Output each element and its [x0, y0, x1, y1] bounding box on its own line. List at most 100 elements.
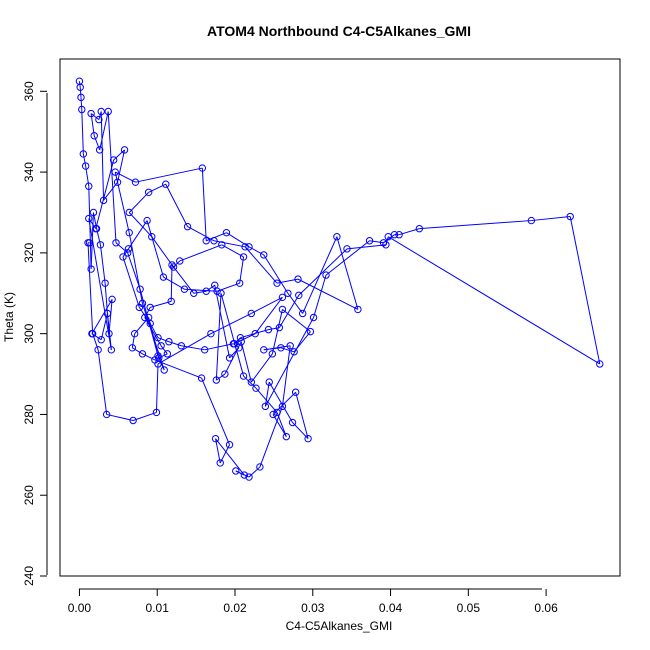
data-point [217, 289, 225, 297]
data-point [221, 370, 229, 378]
data-point [225, 441, 234, 449]
data-point [245, 243, 253, 251]
data-point [104, 107, 112, 116]
series-segment [100, 313, 108, 340]
series-segment [158, 353, 168, 359]
series-segment [132, 411, 157, 421]
data-point [152, 408, 161, 417]
data-point [180, 285, 189, 293]
series-segment [264, 317, 314, 407]
y-tick-label: 280 [22, 404, 36, 424]
series-segment [155, 363, 159, 413]
series-segment [278, 295, 300, 328]
data-point [304, 434, 312, 443]
data-point [96, 241, 105, 249]
series-segment [313, 274, 327, 318]
data-point [207, 329, 215, 338]
series-points [75, 77, 604, 481]
series-segment [148, 317, 160, 359]
series-segment [204, 343, 234, 351]
data-point [230, 340, 238, 348]
data-point [165, 338, 173, 346]
series-segment [135, 167, 203, 183]
data-point [252, 384, 260, 392]
data-point [269, 410, 277, 419]
series-segment [87, 242, 94, 334]
series-segment [146, 220, 164, 278]
data-point [136, 285, 144, 293]
series-segment [287, 292, 304, 314]
x-tick-label: 0.06 [534, 601, 558, 615]
series-segment [108, 299, 113, 334]
data-point [125, 228, 133, 237]
series-segment [215, 438, 245, 476]
series-segment [280, 347, 295, 353]
data-point [256, 463, 264, 471]
series-segment [184, 288, 218, 292]
data-point [211, 434, 220, 443]
data-point [101, 279, 109, 287]
series-segment [82, 153, 87, 167]
data-point [239, 253, 248, 261]
series-segment [95, 159, 115, 229]
data-point [95, 146, 104, 154]
data-point [129, 416, 137, 425]
series-segment [106, 413, 134, 421]
series-segment [163, 276, 185, 290]
series-segment [107, 111, 117, 243]
data-point [135, 303, 144, 312]
series-segment [157, 337, 170, 343]
data-point [111, 168, 119, 176]
data-point [322, 271, 330, 279]
series-segment [276, 412, 287, 437]
data-point [144, 188, 153, 196]
series-segment [210, 313, 252, 335]
data-point [128, 344, 137, 352]
data-point [333, 233, 341, 241]
data-point [97, 336, 105, 344]
series-segment [387, 236, 601, 365]
data-point [78, 105, 86, 114]
data-point [278, 305, 287, 314]
data-point [163, 350, 172, 358]
data-point [395, 230, 403, 239]
series-segment [113, 149, 125, 161]
data-point [365, 237, 374, 245]
series-segment [336, 236, 359, 310]
data-point [89, 208, 98, 217]
series-segment [216, 373, 226, 381]
data-point [237, 338, 245, 346]
data-point [160, 366, 168, 374]
series-segment [215, 293, 222, 381]
series-segment [251, 296, 283, 314]
series-segment [282, 309, 311, 333]
series-segment [128, 191, 150, 213]
data-point [277, 344, 285, 352]
series-segment [346, 244, 386, 250]
series-segment [93, 135, 101, 151]
data-point [113, 178, 122, 186]
x-tick-label: 0.02 [223, 601, 247, 615]
data-point [123, 249, 132, 257]
data-point [138, 350, 147, 358]
data-point [159, 273, 168, 281]
data-point [198, 164, 207, 172]
data-point [131, 178, 140, 186]
data-point [87, 109, 95, 118]
data-point [235, 279, 244, 287]
series-segment [81, 109, 84, 154]
series-segment [220, 293, 245, 377]
data-point [294, 275, 302, 283]
series-segment [100, 111, 105, 201]
x-tick-label: 0.05 [457, 601, 481, 615]
data-point [79, 150, 88, 158]
data-point [247, 378, 256, 386]
data-point [298, 309, 307, 318]
data-point [261, 402, 270, 411]
series-segment [250, 353, 273, 383]
data-point [273, 279, 281, 287]
data-point [211, 281, 219, 289]
series-segment [97, 349, 108, 415]
data-point [197, 374, 206, 382]
